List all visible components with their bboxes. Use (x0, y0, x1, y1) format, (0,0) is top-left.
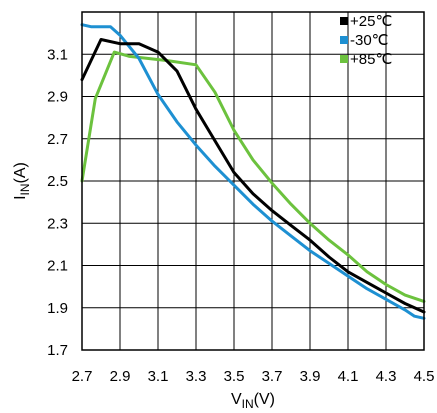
legend-label: +85℃ (350, 51, 392, 68)
y-axis-title-main: I (12, 195, 29, 199)
series-line (80, 38, 426, 314)
x-tick-label: 3.5 (224, 368, 245, 385)
series-line (80, 50, 426, 303)
y-tick-label: 2.5 (47, 173, 68, 190)
x-tick-label: 2.7 (72, 368, 93, 385)
y-tick-label: 2.3 (47, 215, 68, 232)
x-axis-title-unit: (V) (254, 391, 275, 408)
x-tick-label: 4.5 (414, 368, 435, 385)
y-tick-label: 3.1 (47, 46, 68, 63)
y-tick-label: 2.7 (47, 131, 68, 148)
x-axis-title-sub: IN (242, 397, 254, 411)
plot-frame (81, 11, 425, 351)
x-tick-label: 3.9 (300, 368, 321, 385)
y-tick-label: 1.7 (47, 342, 68, 359)
legend-swatch (340, 36, 348, 44)
legend-swatch (340, 55, 348, 63)
y-tick-label: 1.9 (47, 300, 68, 317)
x-tick-label: 3.7 (262, 368, 283, 385)
x-tick-label: 3.1 (148, 368, 169, 385)
y-tick-label: 2.9 (47, 89, 68, 106)
x-axis-title: VIN(V) (231, 391, 275, 411)
x-tick-label: 3.3 (186, 368, 207, 385)
y-tick-labels: 1.7 1.9 2.1 2.3 2.5 2.7 2.9 3.1 (47, 46, 68, 359)
legend-label: +25℃ (350, 13, 392, 30)
y-tick-label: 2.1 (47, 258, 68, 275)
x-tick-label: 4.1 (338, 368, 359, 385)
x-tick-labels: 2.7 2.9 3.1 3.3 3.5 3.7 3.9 4.1 4.3 4.5 (72, 368, 435, 385)
x-tick-label: 4.3 (376, 368, 397, 385)
x-tick-label: 2.9 (110, 368, 131, 385)
y-axis-title-sub: IN (18, 183, 32, 195)
legend-swatch (340, 17, 348, 25)
y-axis-title-unit: (A) (12, 162, 29, 183)
x-axis-title-main: V (231, 391, 242, 408)
legend: +25℃ -30℃ +85℃ (340, 13, 392, 68)
y-axis-title: IIN(A) (12, 162, 32, 200)
legend-label: -30℃ (350, 32, 389, 49)
series-lines (80, 23, 426, 320)
